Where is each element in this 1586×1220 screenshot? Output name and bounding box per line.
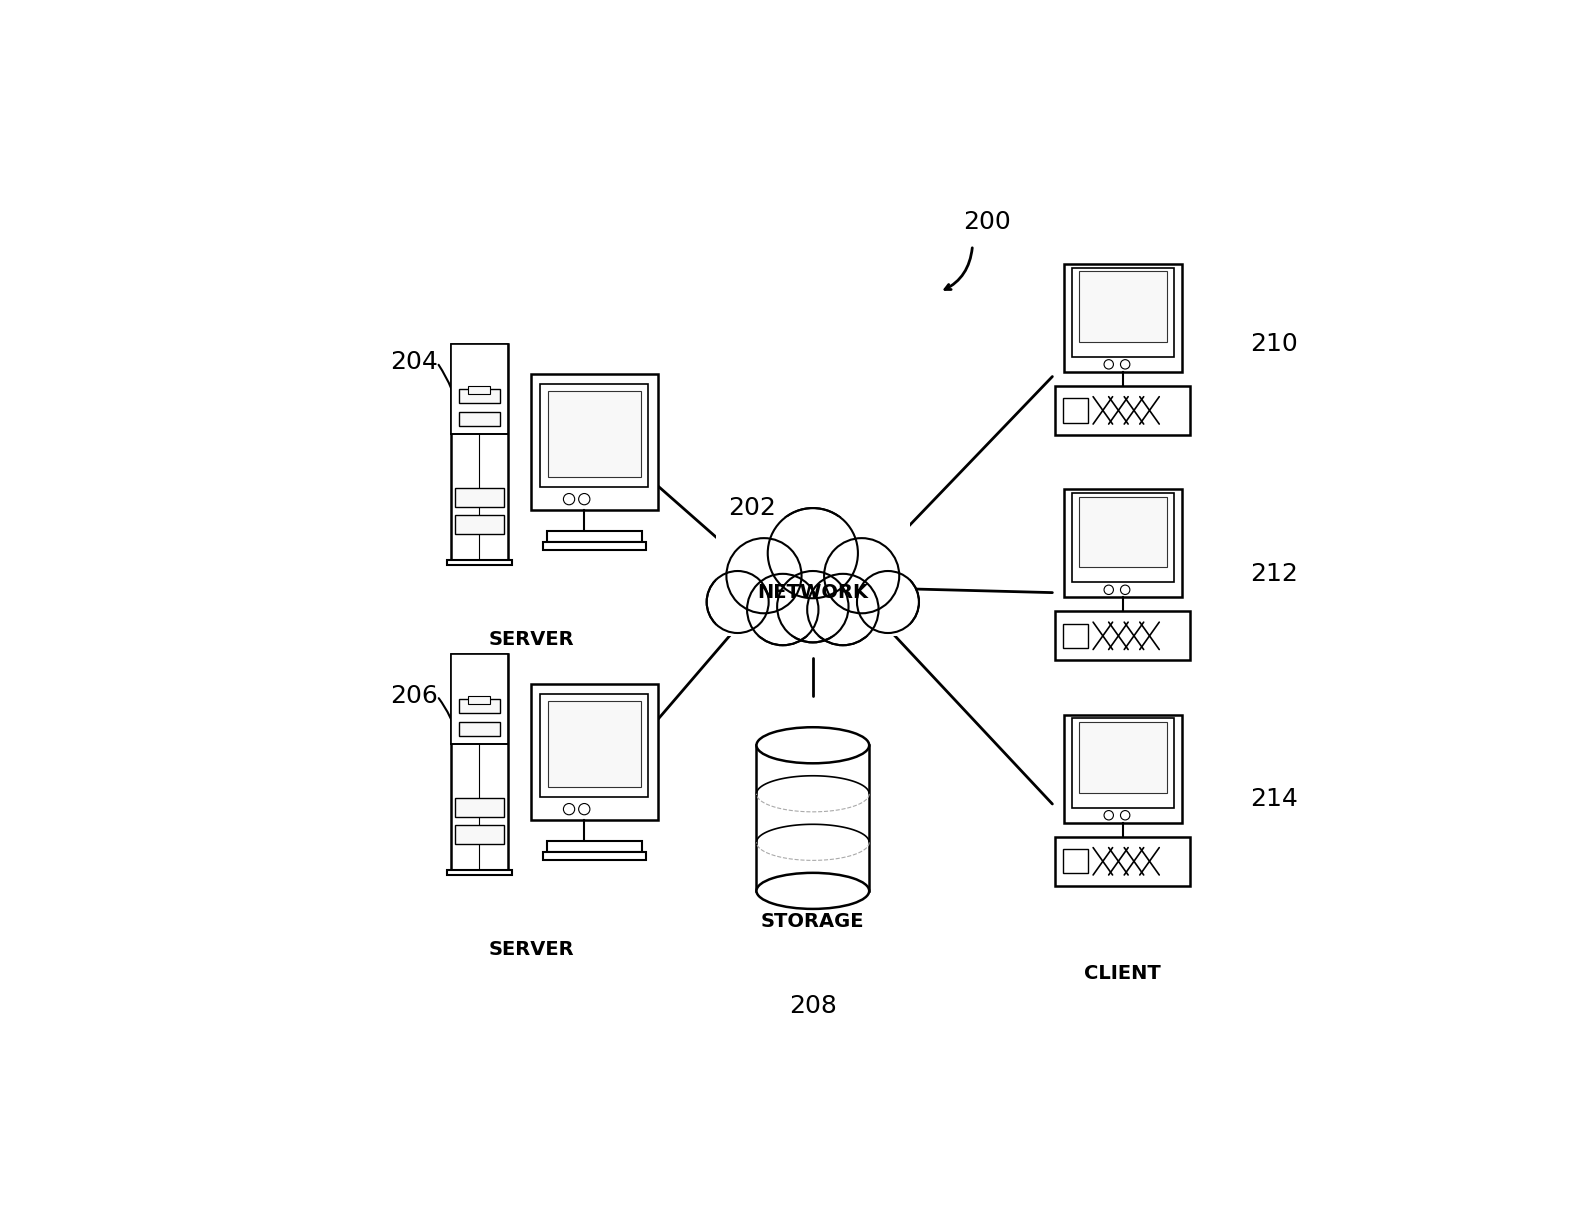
Bar: [468, 697, 490, 704]
Bar: [547, 531, 642, 543]
Bar: [450, 654, 508, 870]
Ellipse shape: [757, 727, 869, 764]
Bar: [1078, 497, 1167, 567]
Bar: [450, 344, 508, 560]
Bar: [450, 654, 508, 744]
Bar: [1055, 837, 1191, 886]
Bar: [547, 392, 641, 477]
Circle shape: [768, 508, 858, 598]
Bar: [1072, 719, 1174, 808]
Bar: [455, 515, 504, 534]
Text: SERVER: SERVER: [488, 941, 574, 959]
Bar: [455, 488, 504, 506]
Bar: [541, 694, 649, 797]
Text: 204: 204: [390, 350, 438, 375]
Text: 214: 214: [1250, 787, 1297, 811]
Bar: [1063, 398, 1088, 422]
Circle shape: [747, 573, 818, 645]
Bar: [547, 841, 642, 853]
Circle shape: [707, 571, 769, 633]
Text: CLIENT: CLIENT: [1085, 738, 1161, 758]
Bar: [541, 383, 649, 487]
Bar: [1072, 267, 1174, 356]
Bar: [531, 375, 658, 510]
Circle shape: [856, 571, 918, 633]
Bar: [455, 798, 504, 817]
Bar: [1064, 264, 1182, 372]
Bar: [1078, 722, 1167, 793]
Bar: [458, 722, 500, 736]
Bar: [455, 826, 504, 844]
Bar: [715, 517, 910, 636]
Text: SERVER: SERVER: [488, 630, 574, 649]
Text: 206: 206: [390, 684, 438, 708]
Bar: [447, 560, 512, 565]
Bar: [542, 543, 646, 550]
Text: NETWORK: NETWORK: [758, 583, 868, 603]
Circle shape: [825, 538, 899, 614]
Bar: [458, 389, 500, 403]
Bar: [468, 386, 490, 394]
Ellipse shape: [757, 872, 869, 909]
Text: 208: 208: [788, 994, 837, 1017]
Bar: [531, 684, 658, 820]
Text: 200: 200: [963, 210, 1010, 233]
Circle shape: [807, 573, 879, 645]
Text: 210: 210: [1250, 332, 1297, 356]
Text: 202: 202: [728, 497, 776, 520]
Bar: [458, 411, 500, 426]
Bar: [1078, 271, 1167, 342]
Bar: [1064, 715, 1182, 822]
Bar: [447, 870, 512, 875]
Circle shape: [777, 571, 849, 643]
Bar: [1064, 489, 1182, 598]
Circle shape: [726, 538, 801, 614]
Text: STORAGE: STORAGE: [761, 911, 864, 931]
Text: CLIENT: CLIENT: [1085, 964, 1161, 982]
Bar: [458, 699, 500, 714]
Bar: [757, 745, 869, 891]
Bar: [542, 853, 646, 860]
Bar: [1063, 849, 1088, 874]
Text: CLIENT: CLIENT: [1085, 512, 1161, 532]
Bar: [450, 344, 508, 434]
Bar: [1063, 623, 1088, 648]
Bar: [1055, 611, 1191, 660]
Bar: [547, 702, 641, 787]
Text: 212: 212: [1250, 562, 1297, 586]
Bar: [1055, 386, 1191, 434]
Bar: [1072, 493, 1174, 582]
